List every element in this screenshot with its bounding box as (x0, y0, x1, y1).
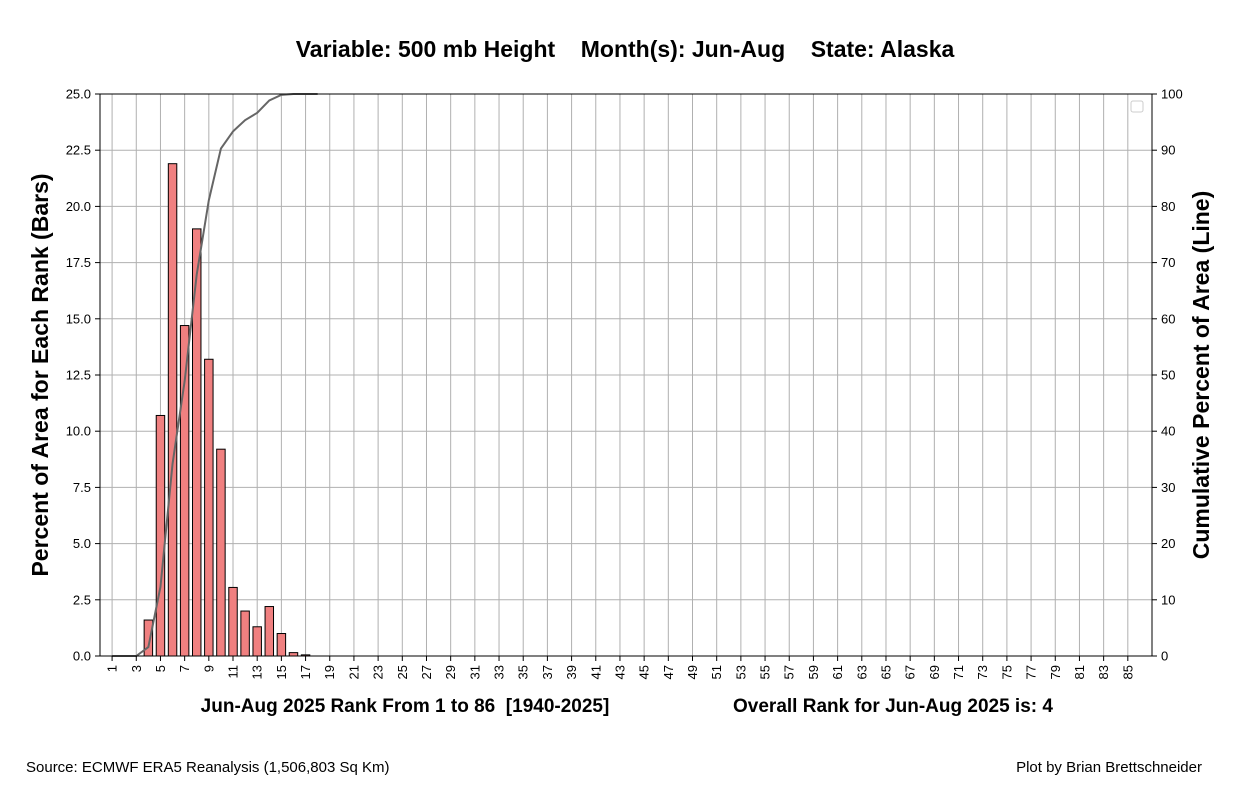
y-tick-label: 0.0 (73, 649, 91, 664)
y2-tick-label: 90 (1161, 143, 1175, 158)
bar-rank-15 (276, 633, 287, 657)
y2-tick-label: 10 (1161, 592, 1175, 607)
grid-lines (100, 93, 1152, 657)
y-tick-label: 5.0 (73, 536, 91, 551)
x-tick-label: 11 (226, 665, 241, 679)
x-axis-label: Jun-Aug 2025 Rank From 1 to 86 [1940-202… (201, 696, 610, 717)
x-tick-label: 9 (201, 665, 216, 672)
x-tick-label: 33 (492, 665, 507, 679)
y2-axis-label: Cumulative Percent of Area (Line) (1188, 191, 1214, 560)
y-axis-label: Percent of Area for Each Rank (Bars) (27, 173, 53, 576)
x-tick-label: 79 (1048, 665, 1063, 679)
x-tick-label: 27 (419, 665, 434, 679)
x-tick-label: 15 (274, 665, 289, 679)
x-tick-label: 47 (661, 665, 676, 679)
x-axis: 1 3 5 7 9 11 13 15 17 19 21 23 25 27 29 31 33 35 37 39 41 43 4… (105, 656, 1135, 679)
cumulative-line-layer (112, 93, 318, 657)
x-tick-label: 41 (588, 665, 603, 679)
x-tick-label: 61 (830, 665, 845, 679)
x-tick-label: 45 (637, 665, 652, 679)
x-tick-label: 17 (298, 665, 313, 679)
y2-tick-label: 100 (1161, 87, 1183, 102)
x-tick-label: 59 (806, 665, 821, 679)
x-tick-label: 31 (467, 665, 482, 679)
x-tick-label: 77 (1024, 665, 1039, 679)
y2-tick-label: 80 (1161, 199, 1175, 214)
y-tick-label: 15.0 (66, 311, 91, 326)
x-tick-label: 65 (878, 665, 893, 679)
x-tick-label: 7 (177, 665, 192, 672)
y2-tick-label: 20 (1161, 536, 1175, 551)
source-text: Source: ECMWF ERA5 Reanalysis (1,506,803… (26, 759, 389, 776)
bars (143, 163, 311, 657)
x-tick-label: 57 (782, 665, 797, 679)
x-tick-label: 73 (975, 665, 990, 679)
x-tick-label: 53 (733, 665, 748, 679)
y-tick-label: 2.5 (73, 592, 91, 607)
x-tick-label: 1 (105, 665, 120, 672)
y-tick-label: 20.0 (66, 199, 91, 214)
y-tick-label: 22.5 (66, 143, 91, 158)
x-tick-label: 63 (854, 665, 869, 679)
chart-title: Variable: 500 mb Height Month(s): Jun-Au… (296, 36, 955, 62)
x-tick-label: 23 (371, 665, 386, 679)
x-tick-label: 5 (153, 665, 168, 672)
x-tick-label: 25 (395, 665, 410, 679)
x-tick-label: 19 (322, 665, 337, 679)
bar-rank-5 (155, 414, 166, 657)
bar-rank-13 (252, 626, 262, 657)
x-tick-label: 37 (540, 665, 555, 679)
x-tick-label: 67 (903, 665, 918, 679)
legend-box (1130, 100, 1144, 113)
bar-rank-16 (288, 652, 299, 657)
bar-rank-14 (264, 606, 275, 657)
y2-tick-label: 60 (1161, 311, 1175, 326)
y-axis-right: 0 10 20 30 40 50 60 70 80 90 100 (1152, 87, 1183, 664)
y2-tick-label: 70 (1161, 255, 1175, 270)
x-tick-label: 55 (758, 665, 773, 679)
x-tick-label: 71 (951, 665, 966, 679)
bar-rank-9 (204, 358, 214, 657)
x-tick-label: 81 (1072, 665, 1087, 679)
cumulative-line (112, 93, 318, 657)
x-tick-label: 29 (443, 665, 458, 679)
y-tick-label: 25.0 (66, 87, 91, 102)
credit-text: Plot by Brian Brettschneider (1016, 759, 1202, 776)
y2-tick-label: 0 (1161, 649, 1168, 664)
x-tick-label: 51 (709, 665, 724, 679)
bar-rank-11 (228, 586, 238, 657)
y-tick-label: 12.5 (66, 368, 91, 383)
y-axis-left: 0.0 2.5 5.0 7.5 10.0 12.5 15.0 17.5 20.0 22.5 25.0 (66, 87, 100, 664)
x-tick-label: 83 (1096, 665, 1111, 679)
bar-rank-4 (143, 619, 154, 657)
y-tick-label: 7.5 (73, 480, 91, 495)
overall-rank-label: Overall Rank for Jun-Aug 2025 is: 4 (733, 696, 1053, 717)
x-tick-label: 35 (516, 665, 531, 679)
y2-tick-label: 30 (1161, 480, 1175, 495)
bar-rank-6 (167, 163, 178, 657)
x-tick-label: 49 (685, 665, 700, 679)
x-tick-label: 13 (250, 665, 265, 679)
x-tick-label: 75 (999, 665, 1014, 679)
bar-rank-12 (240, 610, 250, 657)
x-tick-label: 39 (564, 665, 579, 679)
y2-tick-label: 40 (1161, 424, 1175, 439)
y-tick-label: 10.0 (66, 424, 91, 439)
x-tick-label: 3 (129, 665, 144, 672)
x-tick-label: 69 (927, 665, 942, 679)
y-tick-label: 17.5 (66, 255, 91, 270)
x-tick-label: 43 (612, 665, 627, 679)
y2-tick-label: 50 (1161, 368, 1175, 383)
x-tick-label: 85 (1120, 665, 1135, 679)
x-tick-label: 21 (346, 665, 361, 679)
bar-rank-10 (216, 448, 226, 657)
